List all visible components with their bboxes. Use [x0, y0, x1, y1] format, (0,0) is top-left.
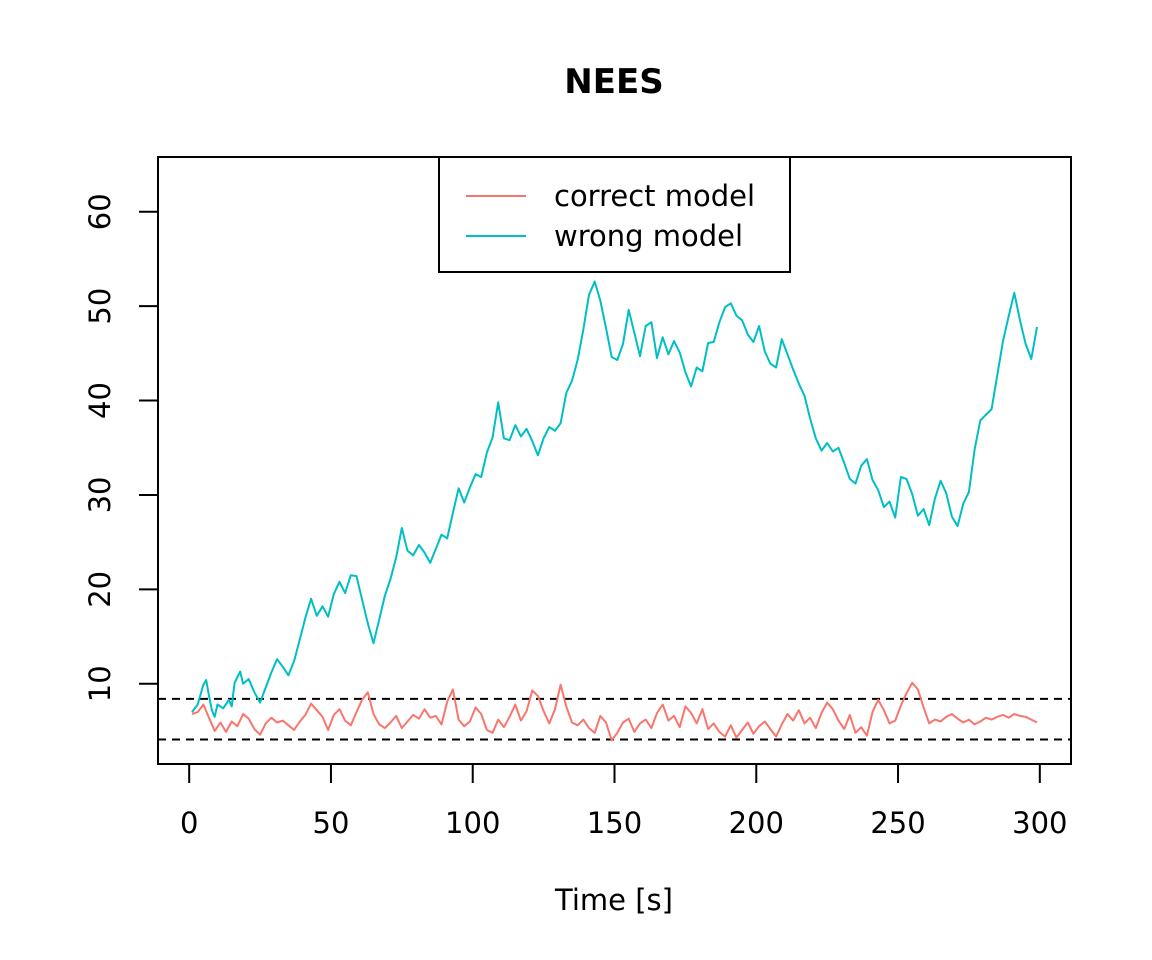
series-line-wrong-model	[191, 280, 1038, 718]
chart-title: NEES	[564, 62, 663, 102]
x-tick-label: 250	[870, 806, 925, 840]
series-layer	[191, 280, 1038, 742]
x-axis-label: Time [s]	[554, 883, 673, 917]
y-tick-label: 50	[83, 288, 117, 325]
series-line-correct-model	[191, 681, 1038, 742]
y-tick-label: 60	[83, 193, 117, 230]
legend-box	[438, 156, 791, 273]
y-tick-label: 30	[83, 477, 117, 514]
y-tick-label: 20	[83, 571, 117, 608]
x-tick-label: 150	[587, 806, 642, 840]
legend: correct model wrong model	[438, 156, 791, 273]
y-tick-label: 10	[83, 665, 117, 702]
y-tick-label: 40	[83, 382, 117, 419]
x-tick-label: 100	[445, 806, 500, 840]
x-tick-label: 50	[313, 806, 350, 840]
y-axis: 10 20 30 40 50 60	[83, 193, 159, 702]
x-tick-label: 0	[180, 806, 198, 840]
x-tick-label: 300	[1012, 806, 1067, 840]
x-axis: 0 50 100 150 200 250 300	[180, 763, 1067, 840]
x-tick-label: 200	[729, 806, 784, 840]
legend-label: wrong model	[554, 219, 743, 253]
legend-label: correct model	[554, 179, 755, 213]
reference-lines	[158, 697, 1071, 741]
